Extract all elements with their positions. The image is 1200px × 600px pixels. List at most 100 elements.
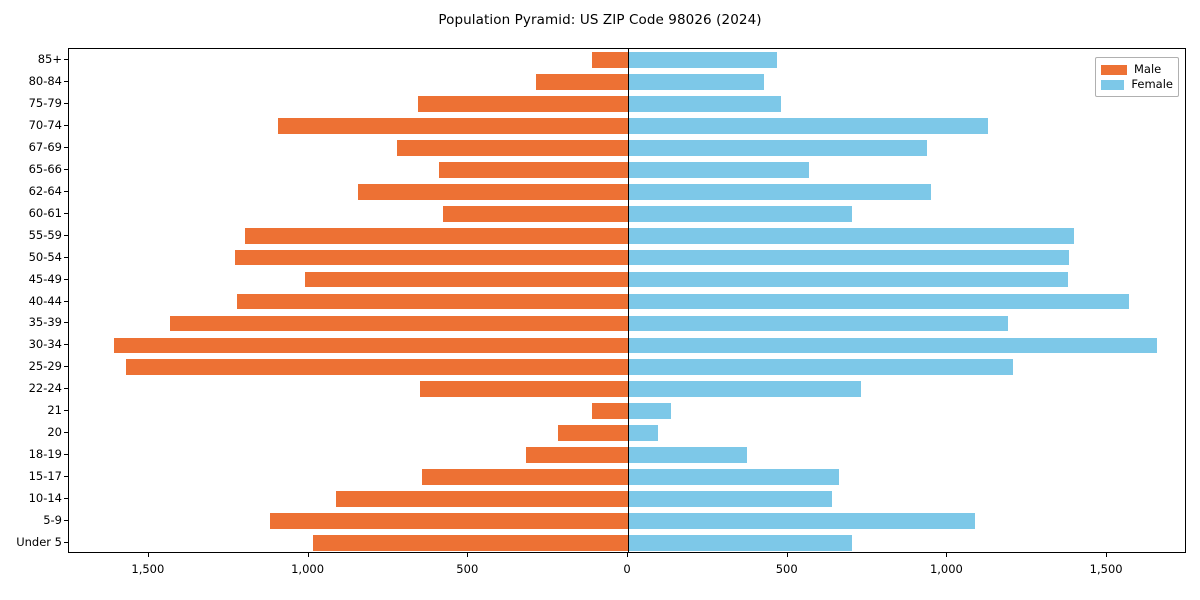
bar-male[interactable] (418, 95, 628, 112)
bar-female[interactable] (628, 227, 1074, 244)
bar-female[interactable] (628, 271, 1069, 288)
bar-female[interactable] (628, 293, 1129, 310)
legend-label-female: Female (1131, 76, 1173, 91)
bar-male[interactable] (235, 249, 628, 266)
bar-row (69, 227, 1185, 244)
x-tick-label: 1,000 (929, 562, 963, 576)
bar-male[interactable] (113, 337, 628, 354)
bar-male[interactable] (126, 359, 628, 376)
y-tick-label: 55-59 (28, 227, 62, 242)
bar-row (69, 469, 1185, 486)
y-tick-mark (64, 344, 68, 346)
y-tick-mark (64, 454, 68, 456)
bar-female[interactable] (628, 513, 975, 529)
bar-male[interactable] (420, 381, 628, 398)
legend-label-male: Male (1134, 61, 1162, 76)
legend-swatch-female (1101, 79, 1125, 90)
chart-legend: Male Female (1095, 57, 1179, 97)
bar-female[interactable] (628, 117, 989, 134)
y-tick-mark (64, 542, 68, 544)
bar-female[interactable] (628, 183, 932, 200)
bar-female[interactable] (628, 403, 671, 420)
bar-male[interactable] (592, 52, 628, 68)
bar-male[interactable] (358, 183, 628, 200)
bar-row (69, 161, 1185, 178)
x-tick-mark (786, 553, 788, 557)
bar-male[interactable] (442, 205, 628, 222)
bar-female[interactable] (628, 205, 852, 222)
y-tick-label: 70-74 (28, 117, 62, 132)
y-tick-mark (64, 366, 68, 368)
y-tick-label: 18-19 (28, 447, 62, 462)
y-tick-mark (64, 234, 68, 236)
y-tick-label: 80-84 (28, 73, 62, 88)
bar-female[interactable] (628, 337, 1157, 354)
y-tick-label: 22-24 (28, 381, 62, 396)
bar-female[interactable] (628, 425, 659, 442)
bar-female[interactable] (628, 381, 861, 398)
legend-entry-female[interactable]: Female (1101, 77, 1173, 92)
bar-male[interactable] (536, 74, 628, 90)
y-tick-label: 60-61 (28, 205, 62, 220)
bar-female[interactable] (628, 447, 747, 464)
bar-row (69, 535, 1185, 551)
y-tick-mark (64, 388, 68, 390)
bar-row (69, 95, 1185, 112)
bar-female[interactable] (628, 95, 781, 112)
bar-male[interactable] (397, 139, 628, 156)
x-tick-mark (946, 553, 948, 557)
bar-female[interactable] (628, 139, 928, 156)
bar-row (69, 513, 1185, 529)
y-tick-mark (64, 124, 68, 126)
chart-title: Population Pyramid: US ZIP Code 98026 (2… (438, 12, 762, 28)
bar-male[interactable] (592, 403, 628, 420)
bar-male[interactable] (557, 425, 628, 442)
bar-row (69, 183, 1185, 200)
x-tick-mark (467, 553, 469, 557)
bar-female[interactable] (628, 249, 1070, 266)
bar-male[interactable] (335, 491, 628, 507)
bar-female[interactable] (628, 161, 810, 178)
y-tick-mark (64, 256, 68, 258)
bars-layer (69, 49, 1185, 552)
y-tick-label: 85+ (37, 51, 62, 66)
bar-row (69, 271, 1185, 288)
y-tick-mark (64, 432, 68, 434)
bar-row (69, 315, 1185, 332)
bar-female[interactable] (628, 469, 839, 486)
bar-male[interactable] (277, 117, 628, 134)
x-tick-label: 500 (456, 562, 479, 576)
bar-male[interactable] (169, 315, 628, 332)
bar-row (69, 249, 1185, 266)
y-tick-label: 20 (47, 425, 62, 440)
bar-male[interactable] (313, 535, 628, 551)
bar-female[interactable] (628, 52, 778, 68)
y-tick-label: 5-9 (43, 513, 62, 528)
bar-male[interactable] (270, 513, 628, 529)
y-tick-label: 50-54 (28, 249, 62, 264)
legend-swatch-male (1101, 64, 1127, 75)
bar-male[interactable] (421, 469, 628, 486)
y-tick-label: 62-64 (28, 183, 62, 198)
bar-female[interactable] (628, 359, 1013, 376)
bar-female[interactable] (628, 535, 852, 551)
bar-male[interactable] (525, 447, 628, 464)
x-tick-label: 500 (775, 562, 798, 576)
bar-female[interactable] (628, 315, 1009, 332)
bar-male[interactable] (438, 161, 628, 178)
x-tick-label: 1,000 (291, 562, 325, 576)
plot-area (68, 48, 1186, 553)
x-tick-mark (1106, 553, 1108, 557)
bar-female[interactable] (628, 74, 765, 90)
bar-male[interactable] (244, 227, 628, 244)
bar-row (69, 447, 1185, 464)
bar-female[interactable] (628, 491, 833, 507)
legend-entry-male[interactable]: Male (1101, 62, 1173, 77)
bar-male[interactable] (236, 293, 628, 310)
bar-row (69, 117, 1185, 134)
y-tick-label: 67-69 (28, 139, 62, 154)
bar-male[interactable] (305, 271, 628, 288)
y-tick-mark (64, 80, 68, 82)
y-tick-mark (64, 168, 68, 170)
